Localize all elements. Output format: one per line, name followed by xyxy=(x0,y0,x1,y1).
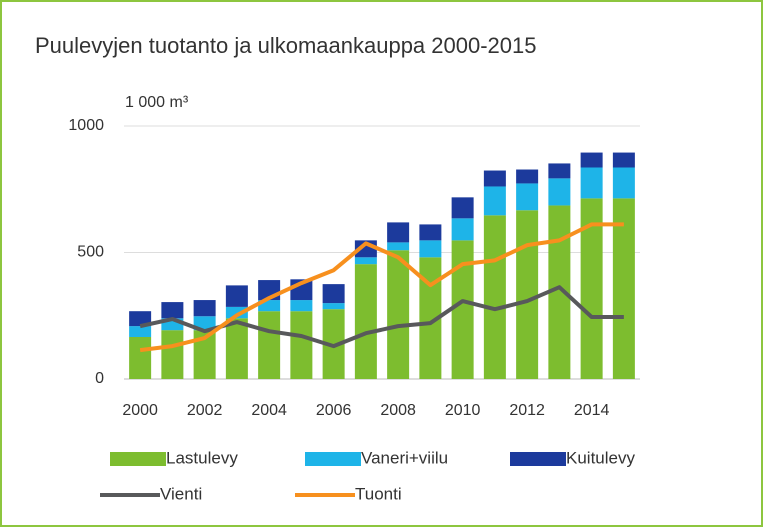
bar-segment xyxy=(548,205,571,379)
legend-label: Vaneri+viilu xyxy=(361,448,448,467)
x-tick-label: 2012 xyxy=(509,402,545,419)
bar-segment xyxy=(193,300,216,317)
y-tick-label: 500 xyxy=(77,244,104,261)
bar-segment xyxy=(483,170,506,187)
bar-segment xyxy=(612,198,635,379)
x-tick-label: 2004 xyxy=(251,402,287,419)
bar-segment xyxy=(129,311,152,327)
chart-title: Puulevyjen tuotanto ja ulkomaankauppa 20… xyxy=(35,33,537,58)
bar-segment xyxy=(161,302,184,319)
bar-segment xyxy=(387,242,410,251)
bar-segment xyxy=(516,183,539,211)
bar-segment xyxy=(516,210,539,379)
bar-segment xyxy=(483,215,506,379)
bar-segment xyxy=(322,303,345,310)
bar-segment xyxy=(225,306,248,319)
bar-segment xyxy=(193,316,216,331)
bar-segment xyxy=(354,257,377,265)
bar-segment xyxy=(387,250,410,379)
x-tick-label: 2014 xyxy=(574,402,610,419)
bar-segment xyxy=(451,197,474,219)
legend-swatch xyxy=(110,452,166,466)
bar-segment xyxy=(580,198,603,379)
bar-segment xyxy=(612,152,635,168)
legend-label: Vienti xyxy=(160,484,202,503)
y-tick-label: 0 xyxy=(95,370,104,387)
bar-segment xyxy=(516,169,539,184)
bar-segment xyxy=(129,326,152,338)
bar-segment xyxy=(419,257,442,379)
bar-segment xyxy=(290,300,313,312)
legend-swatch xyxy=(510,452,566,466)
bar-segment xyxy=(322,284,345,304)
legend-label: Lastulevy xyxy=(166,448,238,467)
bar-segment xyxy=(258,311,281,379)
bar-segment xyxy=(419,240,442,258)
bar-segment xyxy=(451,218,474,241)
bar-segment xyxy=(580,167,603,199)
bar-segment xyxy=(129,337,152,379)
bar-segment xyxy=(451,240,474,379)
bar-segment xyxy=(483,186,506,216)
bar-segment xyxy=(161,330,184,379)
bar-segment xyxy=(258,300,281,312)
bar-segment xyxy=(161,318,184,331)
bar-segment xyxy=(193,330,216,379)
x-tick-label: 2010 xyxy=(445,402,481,419)
y-tick-label: 1000 xyxy=(68,117,104,134)
bar-segment xyxy=(419,224,442,241)
legend-label: Kuitulevy xyxy=(566,448,635,467)
x-tick-label: 2008 xyxy=(380,402,416,419)
y-axis-label: 1 000 m³ xyxy=(125,94,189,111)
bar-segment xyxy=(225,318,248,379)
legend-swatch xyxy=(305,452,361,466)
x-tick-label: 2006 xyxy=(316,402,352,419)
bar-segment xyxy=(387,222,410,243)
bar-segment xyxy=(580,152,603,168)
bar-segment xyxy=(548,163,571,179)
x-tick-label: 2002 xyxy=(187,402,223,419)
bar-segment xyxy=(225,285,248,307)
x-tick-label: 2000 xyxy=(122,402,158,419)
bar-segment xyxy=(548,178,571,206)
bar-segment xyxy=(354,264,377,379)
bar-segment xyxy=(290,311,313,379)
legend-label: Tuonti xyxy=(355,484,402,503)
bar-segment xyxy=(612,167,635,199)
line-series xyxy=(139,222,624,353)
